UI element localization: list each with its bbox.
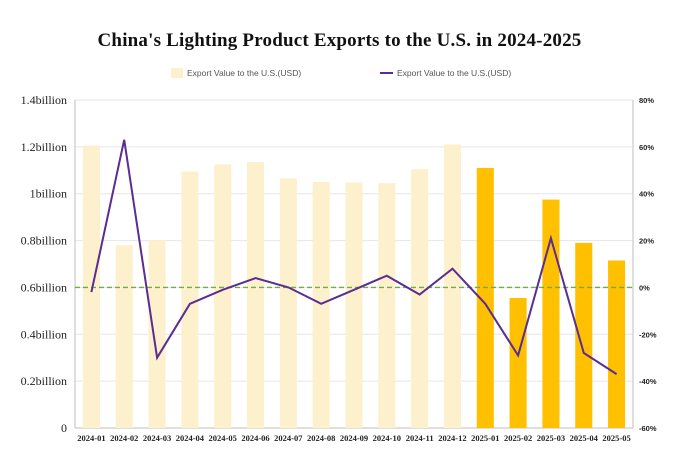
bar bbox=[312, 182, 330, 428]
legend-label-bar: Export Value to the U.S.(USD) bbox=[187, 68, 301, 78]
y-right-tick-label: -40% bbox=[639, 377, 657, 386]
bar bbox=[214, 164, 232, 428]
y-left-tick-label: 0.4billion bbox=[21, 327, 67, 341]
y-left-tick-label: 0.6billion bbox=[21, 280, 67, 294]
legend: Export Value to the U.S.(USD) Export Valu… bbox=[171, 68, 511, 78]
x-tick-label: 2024-04 bbox=[176, 433, 205, 443]
y-left-tick-label: 1.4billion bbox=[21, 93, 67, 107]
x-tick-label: 2024-07 bbox=[274, 433, 303, 443]
bar bbox=[411, 169, 429, 428]
bar-series bbox=[82, 144, 626, 429]
bar bbox=[181, 171, 199, 428]
legend-swatch-bar bbox=[171, 68, 183, 78]
axes: 0 0.2billion 0.4billion 0.6billion 0.8billio… bbox=[21, 93, 657, 443]
y-left-tick-label: 1billion bbox=[30, 187, 67, 201]
x-tick-label: 2025-02 bbox=[504, 433, 532, 443]
x-tick-label: 2024-06 bbox=[241, 433, 269, 443]
bar bbox=[443, 144, 462, 428]
x-tick-label: 2024-01 bbox=[77, 433, 105, 443]
legend-label-line: Export Value to the U.S.(USD) bbox=[397, 68, 511, 78]
bar bbox=[246, 162, 265, 429]
x-tick-label: 2024-12 bbox=[438, 433, 466, 443]
x-tick-label: 2025-03 bbox=[537, 433, 565, 443]
x-tick-label: 2024-03 bbox=[143, 433, 171, 443]
x-tick-label: 2024-08 bbox=[307, 433, 335, 443]
y-right-tick-label: 40% bbox=[639, 190, 654, 199]
x-tick-label: 2025-01 bbox=[471, 433, 499, 443]
x-tick-label: 2025-05 bbox=[602, 433, 630, 443]
y-left-tick-label: 0 bbox=[61, 421, 67, 435]
x-tick-label: 2024-10 bbox=[373, 433, 401, 443]
x-tick-label: 2025-04 bbox=[570, 433, 599, 443]
bar bbox=[542, 199, 560, 428]
x-tick-label: 2024-11 bbox=[406, 433, 434, 443]
x-tick-label: 2024-02 bbox=[110, 433, 138, 443]
chart-title: China's Lighting Product Exports to the … bbox=[97, 30, 582, 51]
y-right-tick-label: 80% bbox=[639, 96, 654, 105]
y-right-tick-label: 60% bbox=[639, 143, 654, 152]
x-tick-label: 2024-05 bbox=[209, 433, 237, 443]
bar bbox=[608, 260, 626, 428]
y-right-tick-label: -20% bbox=[639, 330, 657, 339]
bar bbox=[575, 242, 593, 428]
bar bbox=[378, 183, 396, 428]
line-series bbox=[90, 139, 618, 375]
bar bbox=[476, 167, 494, 428]
y-left-tick-label: 0.8billion bbox=[21, 234, 67, 248]
y-left-tick-label: 0.2billion bbox=[21, 374, 67, 388]
bar bbox=[148, 240, 166, 428]
y-left-tick-label: 1.2billion bbox=[21, 140, 67, 154]
y-right-tick-label: -60% bbox=[639, 424, 657, 433]
bar bbox=[509, 297, 527, 428]
bar bbox=[115, 245, 133, 428]
x-tick-label: 2024-09 bbox=[340, 433, 368, 443]
bar bbox=[279, 178, 297, 428]
bar bbox=[345, 182, 363, 428]
y-right-tick-label: 0% bbox=[639, 283, 650, 292]
y-right-tick-label: 20% bbox=[639, 237, 654, 246]
